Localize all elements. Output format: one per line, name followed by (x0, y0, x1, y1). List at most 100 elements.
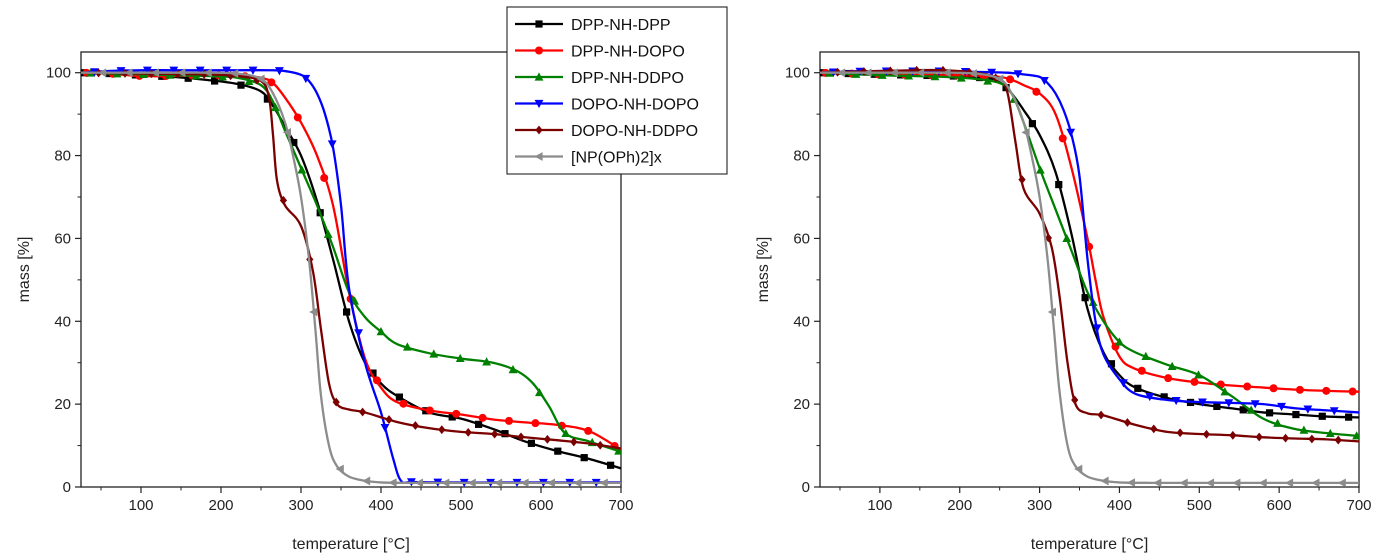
series-marker (297, 165, 307, 174)
series-line (820, 71, 1359, 438)
series-marker (531, 419, 540, 428)
series-1 (820, 68, 1359, 396)
series-marker (916, 68, 925, 78)
series-marker (1345, 413, 1353, 421)
series-marker (1334, 435, 1342, 445)
series-marker (1119, 379, 1128, 388)
series-marker (359, 407, 367, 417)
series-marker (1250, 400, 1260, 409)
series-marker (1329, 407, 1339, 416)
series-marker (1150, 424, 1158, 434)
series-marker (580, 454, 588, 462)
series-marker (1164, 374, 1173, 383)
legend-entry: DPP-NH-DPP (515, 17, 671, 34)
plot-frame (819, 51, 1360, 488)
series-marker (290, 138, 298, 147)
x-tick-label: 100 (128, 497, 153, 514)
series-marker (438, 425, 446, 435)
series-marker (282, 127, 291, 137)
series-marker (968, 69, 977, 78)
series-marker (596, 440, 604, 450)
legend-label: DPP-NH-DOPO (571, 44, 685, 61)
series-marker (939, 65, 947, 75)
right-tga-panel: 100 200 300 400 500 600 700 0 20 40 60 80 100 tempera… (755, 51, 1372, 553)
series-marker (475, 420, 483, 428)
series-marker (448, 413, 456, 421)
series-marker (494, 478, 503, 487)
series-marker (343, 308, 351, 316)
series-marker (607, 461, 615, 469)
legend-label: [NP(OPh)2]x (571, 150, 662, 167)
series-marker (1074, 464, 1083, 474)
series-marker (1337, 478, 1346, 487)
series-marker (1167, 361, 1177, 370)
legend-marker (534, 99, 544, 109)
x-tick-label: 300 (1027, 497, 1052, 514)
series-marker (1176, 428, 1184, 438)
series-marker (441, 478, 450, 487)
y-tick-label: 20 (54, 396, 71, 413)
legend-marker (535, 20, 543, 28)
series-marker (1013, 70, 1023, 79)
y-tick-label: 0 (802, 479, 810, 496)
series-marker (1145, 392, 1155, 402)
y-axis-title: mass [%] (755, 237, 772, 303)
series-marker (1322, 386, 1331, 395)
series-marker (1071, 395, 1079, 405)
series-marker (177, 68, 186, 78)
series-marker (354, 329, 363, 338)
legend-label: DOPO-NH-DDPO (571, 123, 698, 140)
series-marker (863, 68, 872, 78)
series-marker (1348, 387, 1357, 396)
series-marker (293, 113, 302, 122)
series-marker (467, 478, 476, 487)
series-marker (1006, 75, 1015, 84)
y-tick-label: 20 (793, 396, 810, 413)
series-marker (403, 342, 412, 351)
x-tick-label: 500 (448, 497, 473, 514)
series-line (820, 69, 1359, 414)
series-marker (482, 357, 491, 366)
series-marker (1292, 410, 1300, 419)
series-marker (520, 478, 529, 487)
series-marker (1160, 393, 1168, 401)
series-marker (976, 73, 984, 82)
x-axis-title: temperature [°C] (1031, 536, 1149, 553)
series-marker (1318, 412, 1326, 420)
y-tick-label: 60 (793, 230, 810, 247)
series-marker (237, 81, 245, 89)
x-tick-label: 100 (867, 497, 892, 514)
series-marker (376, 327, 386, 336)
series-marker (429, 349, 439, 358)
x-tick-label: 200 (947, 497, 972, 514)
series-marker (527, 439, 535, 447)
series-marker (1171, 396, 1181, 406)
series-marker (1044, 233, 1052, 243)
series-marker (222, 66, 231, 75)
series-marker (263, 95, 271, 103)
series-marker (1308, 434, 1316, 444)
series-marker (1028, 120, 1037, 128)
x-tick-label: 400 (1107, 497, 1132, 514)
series-marker (385, 415, 393, 424)
series-marker (1284, 478, 1294, 487)
series-marker (877, 70, 887, 79)
series-marker (150, 68, 159, 78)
series-marker (987, 68, 997, 77)
series-marker (1092, 324, 1102, 333)
x-tick-label: 400 (368, 497, 393, 514)
x-tick-label: 700 (1346, 497, 1371, 514)
series-marker (1062, 233, 1072, 243)
series-marker (1198, 398, 1207, 407)
series-marker (508, 365, 518, 374)
series-marker (599, 478, 608, 487)
series-marker (335, 464, 344, 474)
series-marker (956, 73, 966, 82)
legend-marker (534, 152, 543, 161)
x-tick-label: 300 (288, 497, 313, 514)
series-marker (380, 424, 390, 433)
series-marker (1115, 337, 1124, 346)
series-marker (1265, 409, 1274, 417)
x-tick-label: 600 (528, 497, 553, 514)
series-marker (369, 369, 377, 377)
